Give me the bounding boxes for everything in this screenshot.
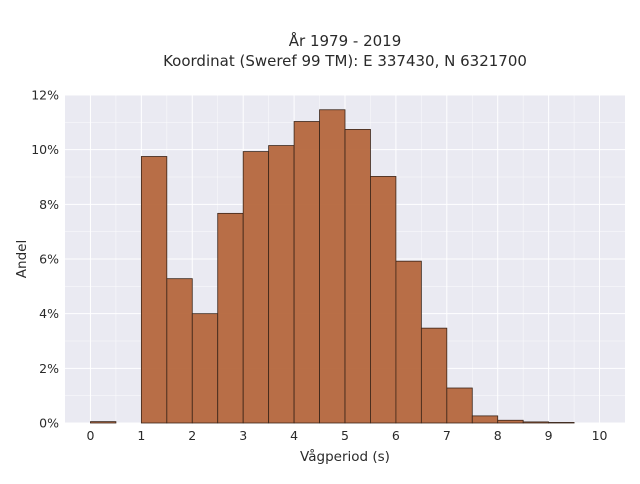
x-tick-label: 6 xyxy=(392,428,400,443)
histogram-bar xyxy=(420,327,448,424)
histogram-bar xyxy=(242,151,270,424)
y-tick-label: 0% xyxy=(39,416,59,431)
histogram-bar xyxy=(344,129,371,424)
x-tick-label: 4 xyxy=(290,428,298,443)
x-tick-label: 3 xyxy=(239,428,247,443)
x-axis-label: Vågperiod (s) xyxy=(300,448,390,465)
histogram-bar xyxy=(293,121,320,424)
y-tick-label: 2% xyxy=(39,361,59,376)
x-axis-ticks: 0 1 2 3 4 5 6 7 8 9 10 xyxy=(86,428,607,443)
histogram-bars xyxy=(90,109,575,424)
y-tick-label: 10% xyxy=(31,142,59,157)
x-tick-label: 8 xyxy=(494,428,502,443)
histogram-bar xyxy=(395,260,422,424)
histogram-bar xyxy=(471,415,499,424)
y-axis-ticks: 0% 2% 4% 6% 8% 10% 12% xyxy=(31,88,59,431)
histogram-bar xyxy=(319,109,346,424)
histogram-bar xyxy=(140,156,168,424)
x-tick-label: 0 xyxy=(86,428,94,443)
histogram-bar xyxy=(191,313,219,424)
x-tick-label: 10 xyxy=(592,428,608,443)
x-tick-label: 1 xyxy=(137,428,145,443)
y-tick-label: 12% xyxy=(31,88,59,103)
y-tick-label: 8% xyxy=(39,197,59,212)
x-tick-label: 9 xyxy=(545,428,553,443)
y-axis-label: Andel xyxy=(14,240,30,278)
histogram-bar xyxy=(217,212,244,424)
histogram-bar xyxy=(90,421,117,424)
histogram-bar xyxy=(268,145,295,424)
histogram-bar xyxy=(497,419,524,424)
y-tick-label: 4% xyxy=(39,306,59,321)
histogram-bar xyxy=(522,421,550,424)
x-tick-label: 2 xyxy=(188,428,196,443)
histogram-bar xyxy=(446,387,473,424)
histogram-bar xyxy=(166,278,193,424)
chart-title: År 1979 - 2019 xyxy=(289,31,402,50)
y-tick-label: 6% xyxy=(39,252,59,267)
x-tick-label: 7 xyxy=(443,428,451,443)
x-tick-label: 5 xyxy=(341,428,349,443)
histogram-bar xyxy=(370,176,397,424)
histogram-bar xyxy=(548,422,575,424)
chart-subtitle: Koordinat (Sweref 99 TM): E 337430, N 63… xyxy=(163,52,527,70)
